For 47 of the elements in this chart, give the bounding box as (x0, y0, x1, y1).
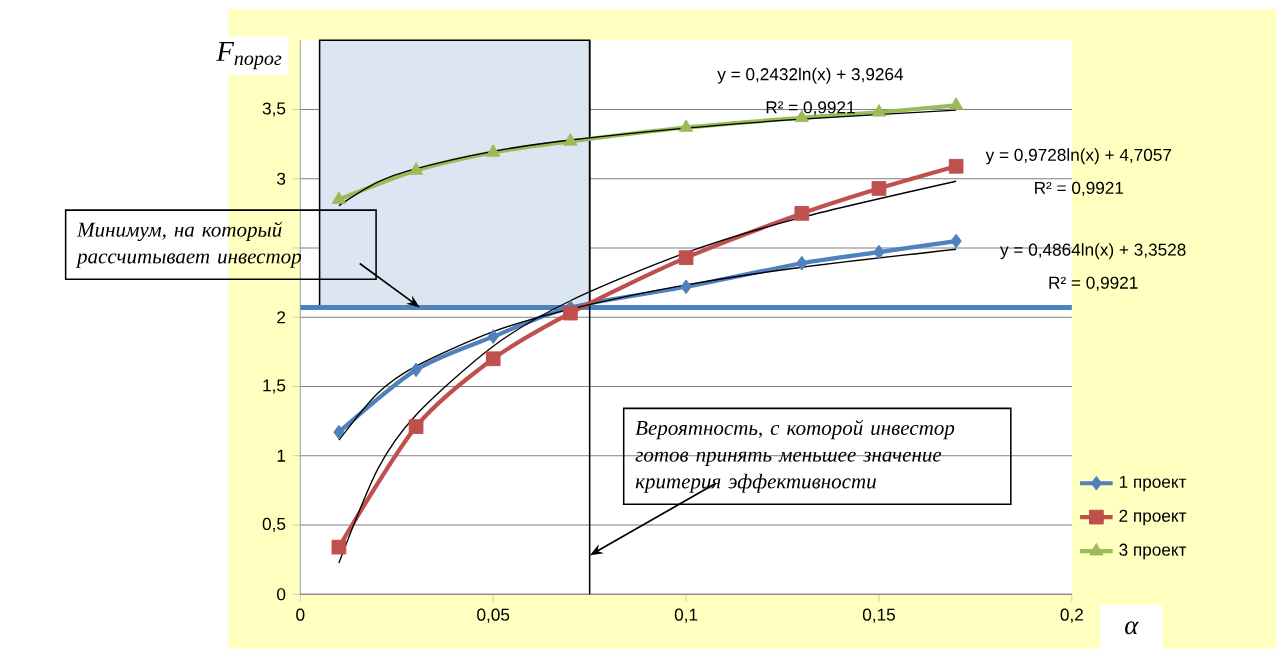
point (680, 279, 692, 295)
annotation: Минимум, на который рассчитывает инвестор (75, 221, 302, 268)
point (873, 244, 885, 260)
annotation: R² = 0,9921 (766, 101, 855, 116)
x-tick-label: 0,15 (862, 608, 895, 623)
annotation: R² = 0,9921 (1049, 276, 1138, 291)
point (408, 162, 424, 175)
legend-label: 3 проект (1119, 543, 1187, 560)
y-tick-label: 3,5 (262, 102, 286, 117)
point (871, 104, 887, 117)
annotation: y = 0,9728ln(x) + 4,7057 (985, 148, 1172, 165)
x-tick-label: 0,1 (674, 608, 698, 623)
point (563, 305, 578, 321)
x-tick-label: 0 (296, 608, 305, 621)
y-axis-title: F$_{порог}$ (216, 42, 282, 70)
point (333, 425, 345, 440)
annotation: R² = 0,9921 (1035, 181, 1124, 197)
annotation: y = 0,2432ln(x) + 3,9264 (717, 67, 904, 84)
point (486, 144, 501, 157)
point (794, 206, 810, 221)
point (948, 159, 964, 174)
y-tick-label: 3 (277, 172, 286, 186)
annotation: Вероятность, с которой инвестор готов принять меньшее значение критерия эффективности (635, 420, 955, 493)
x-tick-label: 0,05 (477, 608, 510, 623)
y-tick-label: 1,5 (263, 379, 286, 394)
y-tick-label: 1 (277, 449, 286, 462)
point (410, 362, 422, 378)
x-axis-title: α (1125, 621, 1139, 635)
point (950, 233, 962, 249)
legend-label: 1 проект (1119, 476, 1187, 492)
point (487, 329, 499, 345)
annotation: y = 0,4864ln(x) + 3,3528 (1000, 243, 1186, 260)
point (331, 191, 346, 204)
point (563, 133, 578, 146)
x-tick-label: 0,2 (1060, 608, 1083, 623)
point (871, 181, 887, 196)
point (949, 97, 964, 110)
y-tick-label: 0 (277, 588, 286, 601)
y-tick-label: 0,5 (262, 518, 286, 533)
point (408, 419, 424, 435)
point (485, 351, 501, 367)
point (678, 250, 694, 266)
y-tick-label: 2 (277, 311, 286, 324)
point (796, 256, 808, 271)
legend-label: 2 проект (1119, 509, 1187, 526)
point (679, 119, 694, 132)
point (331, 539, 347, 555)
